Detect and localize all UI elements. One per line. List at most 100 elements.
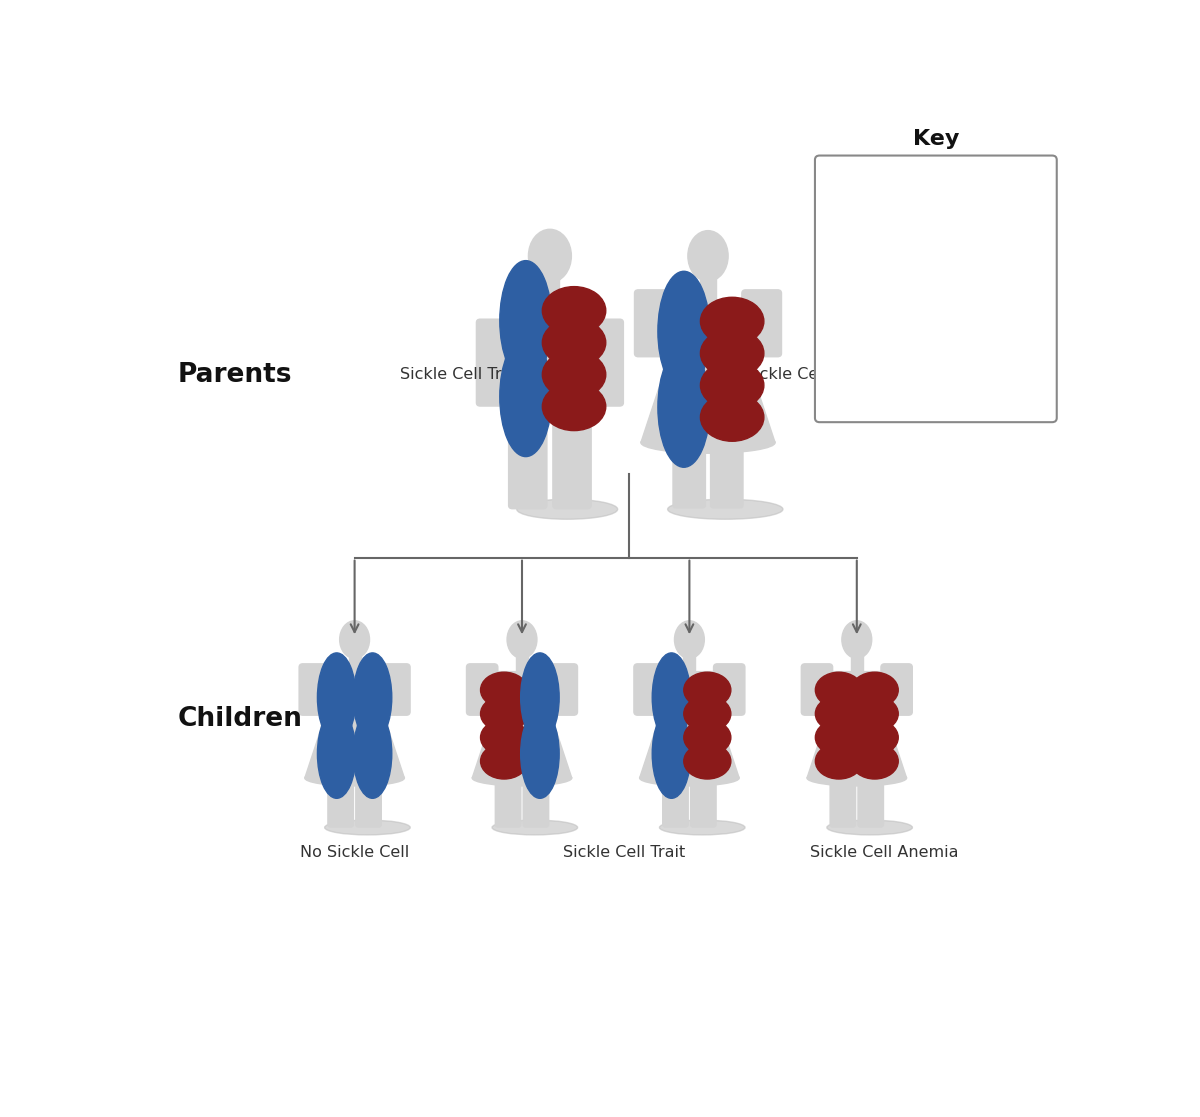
- Ellipse shape: [542, 351, 606, 399]
- Text: Sickle Cell Trait: Sickle Cell Trait: [401, 367, 523, 382]
- Bar: [670, 361, 698, 378]
- Ellipse shape: [500, 260, 552, 381]
- Ellipse shape: [528, 229, 571, 283]
- Ellipse shape: [836, 332, 874, 360]
- Ellipse shape: [325, 820, 410, 834]
- FancyBboxPatch shape: [496, 773, 521, 827]
- Text: Sickle Cell Trait: Sickle Cell Trait: [744, 367, 866, 382]
- FancyBboxPatch shape: [802, 663, 833, 715]
- Ellipse shape: [684, 672, 731, 708]
- FancyBboxPatch shape: [299, 663, 330, 715]
- Ellipse shape: [827, 820, 912, 834]
- FancyBboxPatch shape: [509, 402, 547, 508]
- FancyBboxPatch shape: [553, 402, 592, 508]
- Ellipse shape: [684, 696, 731, 732]
- Ellipse shape: [521, 653, 559, 742]
- Ellipse shape: [480, 672, 528, 708]
- Ellipse shape: [660, 820, 745, 834]
- Ellipse shape: [815, 672, 863, 708]
- Ellipse shape: [318, 709, 356, 799]
- Ellipse shape: [815, 696, 863, 732]
- Text: Children: Children: [178, 706, 302, 732]
- Bar: [349, 656, 360, 677]
- Ellipse shape: [473, 770, 571, 786]
- Ellipse shape: [480, 719, 528, 755]
- Text: Parents: Parents: [178, 362, 293, 388]
- Ellipse shape: [353, 653, 391, 742]
- Ellipse shape: [508, 621, 536, 658]
- FancyBboxPatch shape: [328, 773, 354, 827]
- Ellipse shape: [851, 696, 899, 732]
- Text: hemoglobin: hemoglobin: [890, 217, 980, 232]
- Ellipse shape: [701, 361, 764, 409]
- Ellipse shape: [305, 770, 404, 786]
- Ellipse shape: [851, 719, 899, 755]
- Polygon shape: [640, 712, 739, 779]
- Bar: [362, 719, 383, 732]
- Ellipse shape: [701, 297, 764, 345]
- Bar: [540, 276, 559, 309]
- Ellipse shape: [641, 432, 775, 454]
- Ellipse shape: [653, 709, 691, 799]
- Bar: [511, 351, 540, 366]
- Ellipse shape: [353, 709, 391, 799]
- Ellipse shape: [688, 230, 728, 281]
- FancyBboxPatch shape: [467, 663, 498, 715]
- Ellipse shape: [815, 744, 863, 779]
- FancyBboxPatch shape: [355, 773, 382, 827]
- FancyBboxPatch shape: [815, 155, 1057, 422]
- Ellipse shape: [701, 330, 764, 378]
- Ellipse shape: [684, 744, 731, 779]
- Ellipse shape: [340, 621, 370, 658]
- FancyBboxPatch shape: [710, 436, 743, 508]
- Polygon shape: [641, 353, 775, 442]
- Text: Sickle Cell Anemia: Sickle Cell Anemia: [810, 844, 959, 860]
- FancyBboxPatch shape: [546, 663, 577, 715]
- FancyBboxPatch shape: [476, 319, 514, 407]
- Text: Key: Key: [913, 130, 959, 150]
- Ellipse shape: [480, 744, 528, 779]
- Ellipse shape: [500, 336, 552, 457]
- FancyBboxPatch shape: [324, 671, 385, 715]
- FancyBboxPatch shape: [881, 663, 912, 715]
- Text: Normal: Normal: [890, 195, 946, 210]
- Ellipse shape: [836, 295, 874, 322]
- FancyBboxPatch shape: [662, 773, 689, 827]
- Bar: [846, 220, 863, 229]
- Bar: [851, 656, 863, 677]
- Polygon shape: [808, 712, 906, 779]
- Text: hemoglobin: hemoglobin: [890, 328, 980, 344]
- FancyBboxPatch shape: [667, 300, 749, 356]
- Ellipse shape: [492, 820, 577, 834]
- FancyBboxPatch shape: [858, 773, 883, 827]
- FancyBboxPatch shape: [379, 663, 410, 715]
- Bar: [661, 719, 682, 732]
- Ellipse shape: [684, 719, 731, 755]
- Bar: [516, 656, 528, 677]
- FancyBboxPatch shape: [673, 436, 706, 508]
- Ellipse shape: [640, 770, 739, 786]
- Ellipse shape: [836, 350, 874, 378]
- Bar: [326, 719, 347, 732]
- Ellipse shape: [851, 672, 899, 708]
- Ellipse shape: [836, 313, 874, 341]
- FancyBboxPatch shape: [690, 773, 716, 827]
- Ellipse shape: [842, 621, 871, 658]
- Ellipse shape: [851, 744, 899, 779]
- Text: Sickle: Sickle: [890, 307, 936, 322]
- FancyBboxPatch shape: [587, 319, 623, 407]
- Ellipse shape: [808, 770, 906, 786]
- Text: S gene: S gene: [890, 350, 943, 365]
- FancyBboxPatch shape: [826, 671, 888, 715]
- Ellipse shape: [542, 383, 606, 430]
- Ellipse shape: [517, 499, 618, 519]
- Ellipse shape: [840, 168, 870, 237]
- Ellipse shape: [658, 271, 709, 391]
- Text: A gene: A gene: [890, 238, 944, 254]
- Polygon shape: [473, 712, 571, 779]
- Ellipse shape: [840, 211, 870, 281]
- Bar: [700, 277, 716, 307]
- FancyBboxPatch shape: [506, 299, 594, 412]
- FancyBboxPatch shape: [714, 663, 745, 715]
- Ellipse shape: [653, 653, 691, 742]
